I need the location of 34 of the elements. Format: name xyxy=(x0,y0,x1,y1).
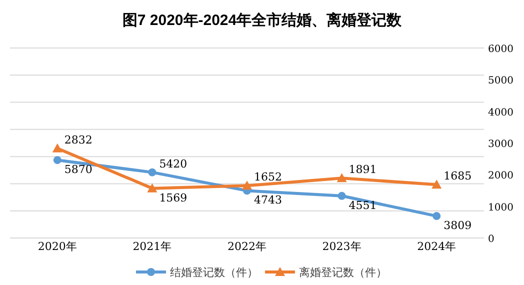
x-tick-label: 2020年 xyxy=(38,240,77,253)
x-tick-label: 2024年 xyxy=(417,240,456,253)
point xyxy=(148,168,156,176)
x-tick-label: 2023年 xyxy=(322,240,362,253)
y2-tick-label: 3000 xyxy=(488,139,514,150)
y2-tick-label: 2000 xyxy=(488,170,514,182)
data-label: 4551 xyxy=(348,198,377,212)
point xyxy=(338,192,346,200)
legend-label: 结婚登记数（件） xyxy=(170,266,258,279)
point xyxy=(432,212,441,220)
y2-tick-label: 6000 xyxy=(488,44,514,55)
point xyxy=(242,180,252,190)
data-label: 5420 xyxy=(159,157,188,170)
data-label: 1569 xyxy=(159,191,188,204)
data-label: 2832 xyxy=(64,133,92,146)
x-tick-label: 2021年 xyxy=(132,240,172,253)
data-label: 4743 xyxy=(254,194,282,207)
data-label: 1652 xyxy=(254,170,282,184)
data-label: 1685 xyxy=(444,170,472,183)
data-label: 5870 xyxy=(64,163,92,176)
point xyxy=(53,156,62,164)
y2-tick-label: 0 xyxy=(488,234,494,245)
data-label: 1891 xyxy=(348,163,377,176)
y2-tick-label: 5000 xyxy=(488,76,514,87)
legend-label: 离婚登记数（件） xyxy=(299,266,387,279)
point xyxy=(52,143,62,152)
y2-tick-label: 4000 xyxy=(488,107,514,118)
x-tick-label: 2022年 xyxy=(228,240,266,253)
data-label: 3809 xyxy=(444,219,472,232)
point xyxy=(336,173,347,182)
chart-title: 图7 2020年-2024年全市结婚、离婚登记数 xyxy=(122,11,403,29)
y2-tick-label: 1000 xyxy=(488,202,514,214)
point xyxy=(432,180,442,189)
point xyxy=(147,183,158,192)
